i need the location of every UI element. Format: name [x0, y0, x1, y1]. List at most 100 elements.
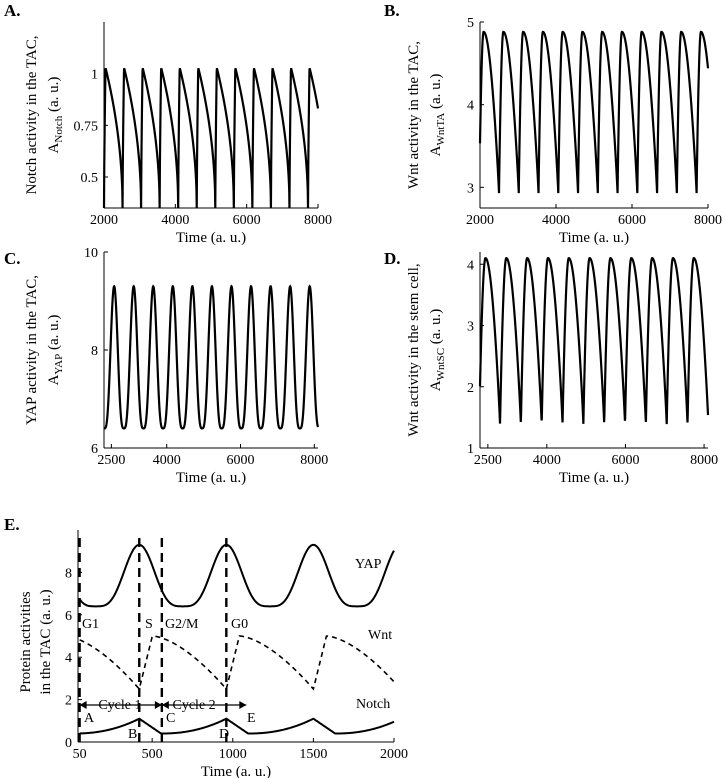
y-tick-label: 5	[467, 16, 474, 31]
x-tick-label: 2000	[466, 213, 494, 228]
point-label: C	[166, 711, 175, 726]
x-tick-label: 4000	[542, 213, 570, 228]
panel-label: B.	[384, 1, 400, 20]
y-axis-label: in the TAC (a. u.)	[38, 589, 54, 694]
x-tick-label: 6000	[611, 453, 639, 468]
panel-a: A. 2000 4000 6000 8000 0.5 0.75 1 Time (a. u.) No…	[4, 1, 332, 246]
y-tick-label: 0.5	[81, 171, 99, 186]
notch-series-label: Notch	[356, 697, 390, 712]
y-tick-label: 4	[467, 258, 474, 273]
arrow-head-right	[154, 701, 162, 709]
y-symbol-sub: WntTA	[435, 113, 447, 146]
y-tick-label: 8	[65, 566, 72, 581]
x-axis-label: Time (a. u.)	[176, 470, 246, 486]
y-axis-label: Notch activity in the TAC,	[24, 36, 40, 195]
y-symbol-unit: (a. u.)	[46, 315, 62, 354]
phase-label: G0	[231, 617, 248, 632]
cycle-label: Cycle 1	[98, 698, 141, 713]
x-tick-label: 2500	[474, 453, 502, 468]
y-tick-label: 1	[91, 68, 98, 83]
x-tick-label: 2000	[380, 747, 408, 762]
x-tick-label: 4000	[161, 213, 189, 228]
x-tick-label: 8000	[694, 213, 722, 228]
x-tick-label: 2000	[90, 213, 118, 228]
point-label: D	[219, 727, 229, 742]
phase-label: G1	[82, 617, 99, 632]
panel-label: E.	[4, 515, 20, 534]
y-tick-label: 0.75	[74, 119, 99, 134]
x-axis-label: Time (a. u.)	[176, 230, 246, 246]
panel-d: D. 2500 4000 6000 8000 1 2 3 4 Time (a. u.) Wnt ac…	[384, 249, 718, 486]
arrow-head-left	[161, 701, 169, 709]
phase-label: S	[145, 617, 153, 632]
point-label: E	[247, 711, 256, 726]
y-symbol-sub: WntSC	[435, 348, 447, 380]
x-tick-label: 8000	[690, 453, 718, 468]
y-symbol: A	[428, 145, 444, 156]
y-symbol-unit: (a. u.)	[46, 77, 62, 116]
y-axis-label: YAP activity in the TAC,	[24, 275, 40, 425]
x-tick-label: 4000	[153, 453, 181, 468]
series-line	[102, 67, 320, 209]
x-tick-label: 8000	[300, 453, 328, 468]
y-symbol-sub: YAP	[53, 354, 65, 375]
panel-e: E. 50 500 1000 1500 2000 0 2 4 6 8 Time (a. u.) Prot…	[4, 515, 408, 778]
panel-b: B. 2000 4000 6000 8000 3 4 5 Time (a. u.) Wnt act…	[384, 1, 722, 246]
y-tick-label: 6	[65, 609, 72, 624]
y-symbol: A	[46, 374, 62, 385]
panel-c: C. 2500 4000 6000 8000 6 8 10 Time (a. u.) YAP ac…	[4, 246, 328, 486]
x-axis-label: Time (a. u.)	[201, 764, 271, 778]
x-tick-label: 6000	[618, 213, 646, 228]
notch-line	[79, 717, 395, 735]
x-tick-label: 500	[142, 747, 163, 762]
panel-label: A.	[4, 1, 21, 20]
y-tick-label: 6	[91, 442, 98, 457]
y-axis-symbol: AWntTA (a. u.)	[428, 74, 447, 157]
x-tick-label: 2500	[97, 453, 125, 468]
y-tick-label: 2	[467, 381, 474, 396]
y-tick-label: 10	[84, 246, 98, 261]
y-tick-label: 3	[467, 181, 474, 196]
phase-label: G2/M	[165, 617, 199, 632]
y-symbol-unit: (a. u.)	[428, 309, 444, 348]
y-symbol-unit: (a. u.)	[428, 74, 444, 113]
x-tick-label: 6000	[227, 453, 255, 468]
y-axis-symbol: ANotch (a. u.)	[46, 77, 65, 154]
panel-label: C.	[4, 249, 21, 268]
y-axis-label: Wnt activity in the TAC,	[406, 41, 422, 189]
y-tick-label: 2	[65, 694, 72, 709]
x-axis-label: Time (a. u.)	[559, 230, 629, 246]
y-axis-symbol: AWntSC (a. u.)	[428, 309, 447, 391]
yap-series-label: YAP	[355, 557, 382, 572]
y-tick-label: 8	[91, 344, 98, 359]
y-symbol: A	[46, 142, 62, 153]
x-tick-label: 50	[73, 747, 87, 762]
panel-label: D.	[384, 249, 401, 268]
y-tick-label: 4	[467, 99, 474, 114]
x-tick-label: 6000	[233, 213, 261, 228]
point-label: A	[84, 711, 95, 726]
series-line	[478, 256, 710, 425]
y-symbol-sub: Notch	[53, 115, 65, 142]
wnt-line	[79, 635, 395, 691]
x-tick-label: 8000	[304, 213, 332, 228]
y-axis-symbol: AYAP (a. u.)	[46, 315, 65, 386]
point-label: B	[128, 727, 137, 742]
series-line	[478, 30, 710, 194]
x-axis-label: Time (a. u.)	[559, 470, 629, 486]
x-tick-label: 1000	[219, 747, 247, 762]
y-tick-label: 3	[467, 320, 474, 335]
wnt-series-label: Wnt	[368, 628, 392, 643]
cycle-label: Cycle 2	[173, 698, 216, 713]
y-axis-label: Protein activities	[18, 591, 34, 692]
y-tick-label: 1	[467, 442, 474, 457]
x-tick-label: 4000	[533, 453, 561, 468]
y-tick-label: 0	[65, 736, 72, 751]
yap-line	[78, 543, 395, 608]
y-symbol: A	[428, 380, 444, 391]
y-tick-label: 4	[65, 651, 72, 666]
x-tick-label: 1500	[299, 747, 327, 762]
y-axis-label: Wnt activity in the stem cell,	[406, 263, 422, 436]
arrow-head-left	[79, 701, 87, 709]
